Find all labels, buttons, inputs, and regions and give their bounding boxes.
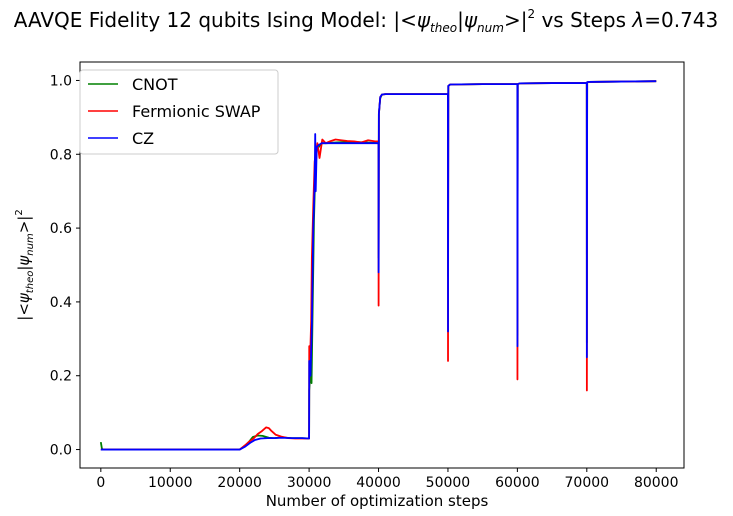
x-axis-ticks: 0 10000 20000 30000 40000 50000 60000 70000 8000…	[96, 468, 679, 491]
y-tick-label: 1.0	[50, 73, 72, 89]
legend-label-cnot: CNOT	[132, 75, 178, 94]
x-tick-label: 30000	[287, 475, 332, 491]
chart-title: AAVQE Fidelity 12 qubits Ising Model: |<…	[14, 7, 719, 35]
legend-label-cz: CZ	[132, 129, 154, 148]
y-tick-label: 0.6	[50, 221, 72, 237]
x-tick-label: 80000	[634, 475, 679, 491]
x-tick-label: 40000	[356, 475, 401, 491]
x-axis-label: Number of optimization steps	[266, 492, 489, 510]
x-tick-label: 10000	[148, 475, 193, 491]
legend-item-cnot: CNOT	[88, 75, 178, 94]
x-tick-label: 60000	[495, 475, 540, 491]
legend: CNOT Fermionic SWAP CZ	[79, 69, 279, 155]
legend-label-fermionic-swap: Fermionic SWAP	[132, 102, 261, 121]
y-axis-ticks: 0.0 0.2 0.4 0.6 0.8 1.0	[50, 73, 80, 459]
y-tick-label: 0.2	[50, 369, 72, 385]
legend-item-fermionic-swap: Fermionic SWAP	[88, 102, 261, 121]
series-line-cz	[100, 80, 657, 451]
y-axis-label: |<ψtheo|ψnum>|2	[14, 209, 36, 320]
x-tick-label: 50000	[426, 475, 471, 491]
legend-item-cz: CZ	[88, 129, 154, 148]
x-tick-label: 70000	[565, 475, 610, 491]
y-tick-label: 0.8	[50, 147, 72, 163]
y-tick-label: 0.0	[50, 443, 72, 459]
x-tick-label: 20000	[217, 475, 262, 491]
y-tick-label: 0.4	[50, 295, 72, 311]
series-lines	[99, 80, 657, 451]
legend-box	[79, 69, 279, 155]
x-tick-label: 0	[96, 475, 105, 491]
